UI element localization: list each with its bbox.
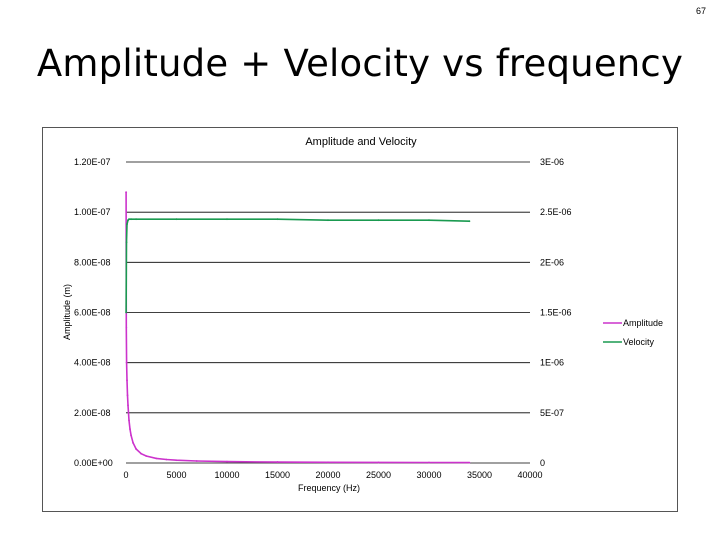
y-tick-label: 1.00E-07 (74, 207, 111, 217)
y2-tick-label: 2.5E-06 (540, 207, 572, 217)
data-point-amplitude (165, 458, 168, 461)
data-point-amplitude (132, 442, 134, 444)
data-point-amplitude (195, 460, 198, 462)
data-point-velocity (428, 219, 430, 222)
x-tick-label: 15000 (265, 470, 290, 480)
data-point-velocity (128, 218, 130, 221)
x-tick-label: 40000 (517, 470, 542, 480)
series-layer (125, 191, 471, 464)
data-point-amplitude (130, 434, 132, 437)
data-point-velocity (135, 218, 138, 221)
data-point-amplitude (125, 361, 128, 364)
legend-layer: Amplitude Velocity (603, 318, 663, 347)
data-point-velocity (126, 223, 128, 226)
y2-tick-label: 0 (540, 458, 545, 468)
data-point-velocity (175, 218, 178, 221)
data-point-amplitude (126, 394, 129, 397)
x-tick-label: 30000 (416, 470, 441, 480)
data-point-amplitude (129, 428, 131, 431)
data-point-velocity (327, 219, 329, 222)
x-tick-label: 20000 (315, 470, 340, 480)
data-point-amplitude (226, 460, 228, 463)
x-axis-label: Frequency (Hz) (298, 483, 360, 493)
data-point-velocity (130, 218, 132, 221)
data-point-amplitude (155, 457, 158, 460)
y2-tick-label: 1E-06 (540, 358, 564, 368)
x-tick-label: 5000 (166, 470, 186, 480)
y2-tick-label: 5E-07 (540, 408, 564, 418)
data-point-amplitude (126, 379, 128, 382)
data-point-velocity (377, 219, 380, 222)
x-tick-label: 25000 (366, 470, 391, 480)
data-point-amplitude (127, 404, 129, 407)
data-point-amplitude (125, 326, 128, 329)
chart-frame (42, 127, 678, 512)
text-layer: 0.00E+00 2.00E-08 4.00E-08 6.00E-08 8.00E-08… (62, 136, 572, 493)
slide-title: Amplitude + Velocity vs frequency (36, 42, 684, 85)
page-number: 67 (695, 6, 706, 16)
data-point-amplitude (377, 461, 380, 464)
x-tick-label: 10000 (214, 470, 239, 480)
data-point-amplitude (468, 461, 471, 464)
data-point-velocity (468, 220, 471, 223)
data-point-amplitude (428, 461, 430, 464)
y-tick-label: 2.00E-08 (74, 408, 111, 418)
data-point-amplitude (140, 452, 143, 455)
y2-tick-label: 1.5E-06 (540, 308, 572, 318)
y-tick-label: 8.00E-08 (74, 257, 111, 267)
x-tick-label: 35000 (467, 470, 492, 480)
y-axis-label: Amplitude (m) (62, 284, 72, 340)
y-tick-label: 0.00E+00 (74, 458, 113, 468)
y2-tick-label: 3E-06 (540, 157, 564, 167)
y-tick-label: 6.00E-08 (74, 308, 111, 318)
data-point-amplitude (327, 461, 329, 464)
data-point-velocity (276, 218, 279, 221)
data-point-amplitude (145, 455, 148, 457)
chart-title: Amplitude and Velocity (305, 136, 417, 148)
legend-label-velocity: Velocity (623, 337, 655, 347)
data-point-velocity (226, 218, 228, 221)
legend-label-amplitude: Amplitude (623, 318, 663, 328)
data-point-amplitude (135, 448, 138, 450)
data-point-velocity (125, 241, 128, 244)
data-point-amplitude (128, 419, 130, 422)
data-point-amplitude (175, 459, 178, 462)
x-tick-label: 0 (123, 470, 128, 480)
series-line-velocity (125, 218, 470, 313)
data-point-amplitude (125, 191, 128, 194)
y2-tick-label: 2E-06 (540, 257, 564, 267)
y-tick-label: 4.00E-08 (74, 358, 111, 368)
data-point-velocity (125, 311, 128, 314)
series-line-amplitude (125, 192, 470, 464)
data-point-amplitude (276, 461, 279, 463)
y-tick-label: 1.20E-07 (74, 157, 111, 167)
grid-layer (126, 161, 530, 464)
